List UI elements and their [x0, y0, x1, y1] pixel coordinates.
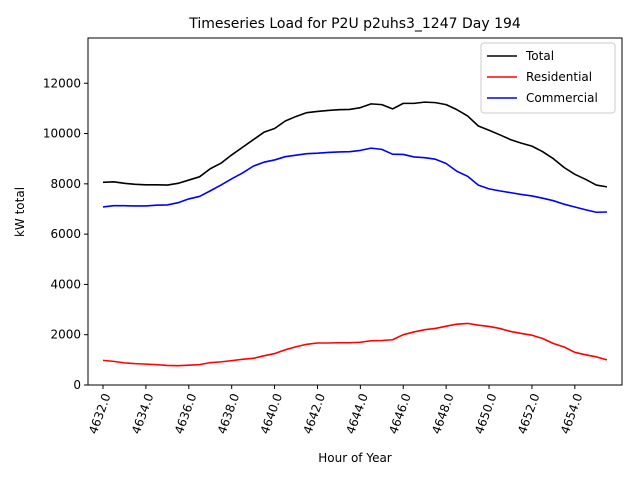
legend-label-total: Total	[525, 49, 554, 63]
legend-label-residential: Residential	[526, 70, 592, 84]
y-tick-label: 12000	[43, 76, 81, 90]
y-tick-label: 6000	[50, 227, 81, 241]
y-tick-label: 10000	[43, 127, 81, 141]
y-tick-label: 2000	[50, 328, 81, 342]
chart-title: Timeseries Load for P2U p2uhs3_1247 Day …	[188, 16, 521, 32]
plot-area	[87, 37, 623, 386]
y-tick-label: 4000	[50, 277, 81, 291]
series-line-residential	[102, 322, 608, 367]
y-axis-label: kW total	[13, 187, 27, 237]
legend: Total Residential Commercial	[480, 42, 616, 114]
series-line-total	[102, 101, 608, 188]
legend-label-commercial: Commercial	[526, 91, 598, 105]
x-axis-label: Hour of Year	[318, 451, 392, 465]
legend-box	[480, 42, 616, 114]
plot-frame	[87, 37, 623, 386]
y-tick-label: 0	[73, 378, 81, 392]
y-tick-label: 8000	[50, 177, 81, 191]
series-layer	[102, 101, 608, 367]
y-axis: 0 2000 4000 6000 8000 10000 12000	[43, 76, 88, 392]
series-line-commercial	[102, 147, 608, 214]
